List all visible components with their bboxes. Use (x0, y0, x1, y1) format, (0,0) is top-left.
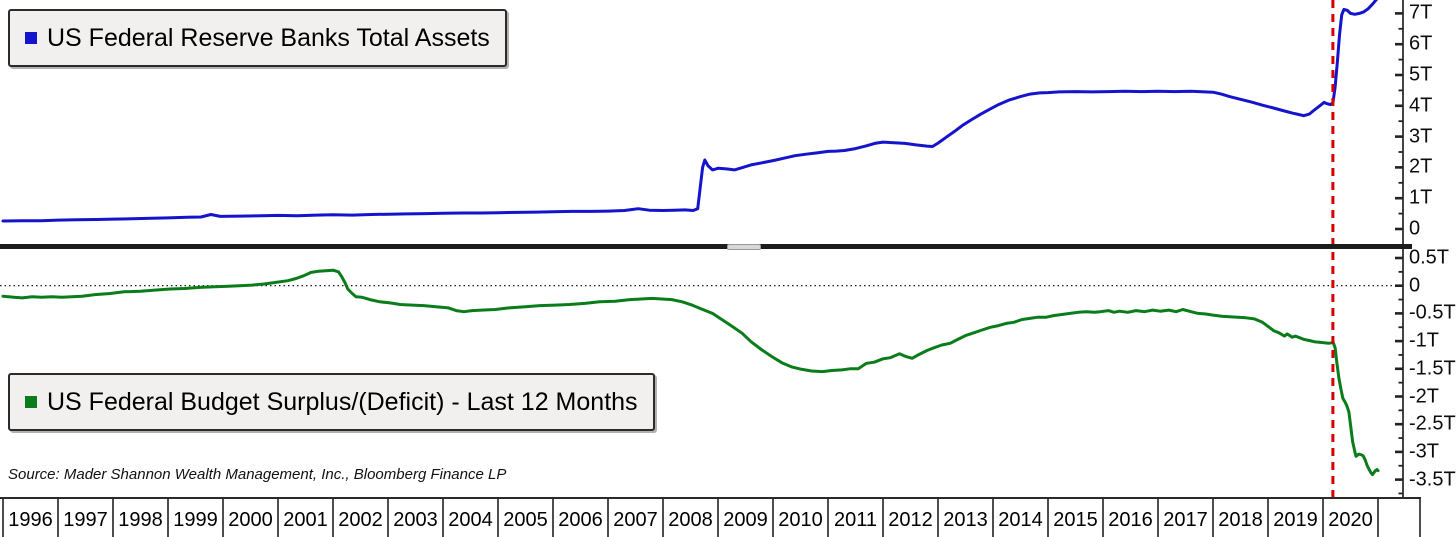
x-axis-year-label: 2018 (1218, 509, 1263, 531)
y-axis-label: -1.5T (1409, 357, 1456, 380)
y-axis-label: 4T (1409, 94, 1433, 117)
legend-budget-surplus-deficit: US Federal Budget Surplus/(Deficit) - La… (8, 373, 655, 431)
x-axis-year-label: 2005 (503, 509, 548, 531)
source-attribution: Source: Mader Shannon Wealth Management,… (8, 466, 507, 483)
y-axis-label: -2T (1409, 385, 1439, 407)
x-axis-year-label: 2013 (943, 509, 988, 531)
year-divider (882, 499, 884, 537)
x-axis-year-label: 1998 (118, 509, 163, 531)
y-axis-label: -2.5T (1409, 412, 1456, 435)
year-divider (1102, 499, 1104, 537)
x-axis-year-label: 1997 (63, 509, 108, 531)
year-divider (827, 499, 829, 537)
x-axis-year-label: 2008 (668, 509, 713, 531)
year-divider (772, 499, 774, 537)
y-axis-label: 7T (1409, 1, 1433, 24)
y-axis-label: 3T (1409, 125, 1433, 148)
year-divider (1322, 499, 1324, 537)
x-axis-year-label: 2020 (1328, 509, 1373, 531)
year-divider (1267, 499, 1269, 537)
x-axis-year-label: 2015 (1053, 509, 1098, 531)
legend-fed-total-assets: US Federal Reserve Banks Total Assets (8, 9, 507, 67)
year-divider (607, 499, 609, 537)
y-axis-label: 0.5T (1409, 246, 1450, 269)
year-divider (1377, 499, 1379, 537)
y-axis-label: 0 (1409, 274, 1421, 297)
x-axis-year-label: 2004 (448, 509, 493, 531)
x-axis-year-label: 2014 (998, 509, 1043, 531)
budget-deficit-line (1, 268, 1380, 477)
panel-splitter-grip[interactable] (727, 244, 761, 250)
year-divider (1212, 499, 1214, 537)
y-axis-label: 6T (1409, 32, 1433, 55)
y-axis-label: -1T (1409, 329, 1439, 352)
y-axis-label: 0 (1409, 217, 1421, 240)
year-divider (442, 499, 444, 537)
year-divider (1157, 499, 1159, 537)
x-axis-year-label: 2001 (283, 509, 328, 531)
year-divider (717, 499, 719, 537)
y-axis-label: -3T (1409, 440, 1439, 463)
x-axis-year-label: 2006 (558, 509, 603, 531)
x-axis-year-label: 2010 (778, 509, 823, 531)
x-axis-year-label: 1996 (8, 509, 53, 531)
y-axis-label: -0.5T (1409, 301, 1456, 324)
year-divider (222, 499, 224, 537)
y-axis-label: 1T (1409, 186, 1433, 209)
y-axis-label: 5T (1409, 63, 1433, 86)
x-axis-year-label: 2011 (833, 509, 878, 531)
legend-fed-total-assets-label: US Federal Reserve Banks Total Assets (47, 23, 490, 52)
year-divider (1047, 499, 1049, 537)
x-axis-year-label: 2017 (1163, 509, 1208, 531)
year-divider (992, 499, 994, 537)
panel-splitter-bar (0, 244, 1412, 249)
year-divider (277, 499, 279, 537)
green-series-swatch-icon (25, 396, 37, 408)
year-divider (2, 499, 4, 537)
x-axis-year-label: 2007 (613, 509, 658, 531)
x-axis-year-label: 2009 (723, 509, 768, 531)
year-divider (552, 499, 554, 537)
x-axis-top-border (0, 497, 1421, 499)
x-axis-year-label: 2016 (1108, 509, 1153, 531)
y-axis-label: -3.5T (1409, 468, 1456, 491)
year-divider (112, 499, 114, 537)
legend-budget-surplus-deficit-label: US Federal Budget Surplus/(Deficit) - La… (47, 387, 638, 416)
year-divider (937, 499, 939, 537)
year-divider (57, 499, 59, 537)
year-divider (332, 499, 334, 537)
y-axis-label: 2T (1409, 155, 1433, 178)
fed-assets-line (1, 0, 1378, 223)
year-divider (167, 499, 169, 537)
year-band-right-edge (1419, 499, 1421, 537)
year-divider (662, 499, 664, 537)
blue-series-swatch-icon (25, 32, 37, 44)
x-axis-year-label: 1999 (173, 509, 218, 531)
x-axis-year-label: 2002 (338, 509, 383, 531)
year-divider (497, 499, 499, 537)
x-axis-year-label: 2003 (393, 509, 438, 531)
year-divider (387, 499, 389, 537)
x-axis-year-label: 2000 (228, 509, 273, 531)
x-axis-year-label: 2012 (888, 509, 933, 531)
x-axis-year-label: 2019 (1273, 509, 1318, 531)
